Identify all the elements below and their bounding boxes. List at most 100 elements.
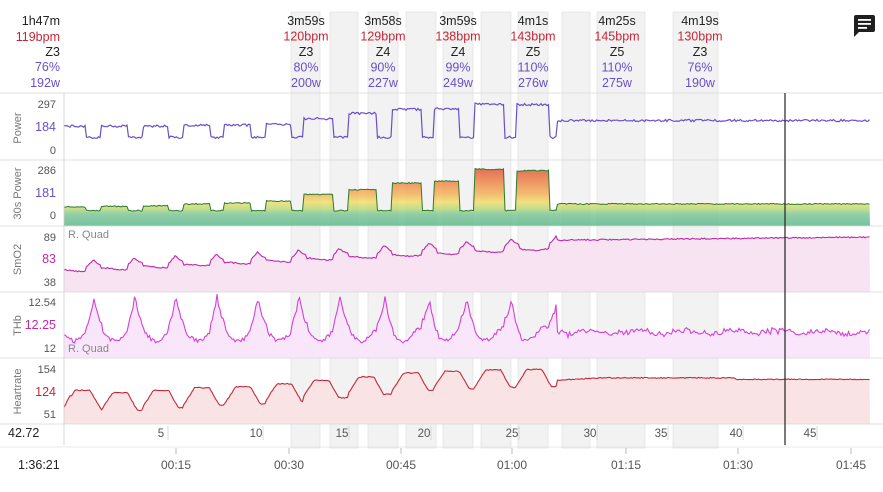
x-axis: 5 10 15 20 25 30 35 40 45 00:15 00:30 00:45 01:00 01:…	[0, 426, 883, 472]
y-tick-label: 181	[35, 186, 56, 200]
interval-bands	[290, 11, 719, 449]
time-tick-label: 01:45	[836, 458, 866, 472]
distance-tick-label: 35	[655, 428, 668, 440]
y-tick-label: 89	[44, 232, 56, 244]
y-axis-4: 154 124 51 Heartrate	[12, 364, 56, 421]
interval-band[interactable]	[596, 11, 646, 449]
y-tick-label: 286	[38, 165, 56, 177]
y-axis-label: Heartrate	[12, 369, 24, 415]
y-axis-1: 286 181 0 30s Power	[12, 165, 56, 222]
summary-block: 1h47m 119bpm Z3 76% 192w	[16, 14, 61, 90]
y-tick-label: 38	[44, 277, 56, 289]
y-tick-label: 297	[38, 99, 56, 111]
interval-pct: 99%	[445, 61, 470, 75]
interval-zone: Z3	[693, 45, 708, 59]
smo2-area	[64, 236, 870, 292]
distance-tick-label: 30	[584, 428, 597, 440]
distance-tick-label: 45	[804, 428, 817, 440]
y-axes: 297 184 0 Power 286 181 0 30s Power 89 83 38 SmO2 R.…	[12, 99, 109, 421]
distance-tick-label: 15	[336, 428, 349, 440]
distance-tick-label: 25	[506, 428, 519, 440]
interval-pct: 110%	[601, 61, 632, 75]
y-axis-label: SmO2	[12, 244, 24, 275]
y-axis-label: 30s Power	[12, 167, 24, 219]
interval-hr: 120bpm	[283, 30, 328, 44]
power30-line	[64, 168, 870, 212]
power30-area	[64, 168, 870, 226]
time-tick-label: 01:15	[611, 458, 641, 472]
time-tick-label: 00:15	[161, 458, 191, 472]
y-tick-label: 12.25	[25, 318, 56, 332]
elapsed-time: 1:36:21	[18, 458, 60, 472]
power-line	[63, 102, 870, 140]
distance-tick-label: 10	[250, 428, 263, 440]
y-tick-label: 0	[50, 145, 56, 157]
y-tick-label: 184	[35, 120, 56, 134]
summary-power: 192w	[30, 76, 61, 90]
time-tick-label: 00:45	[386, 458, 416, 472]
y-tick-label: 124	[35, 385, 56, 399]
y-axis-label: Power	[12, 112, 24, 144]
interval-power: 200w	[291, 76, 322, 90]
interval-hr: 138bpm	[435, 30, 480, 44]
interval-band[interactable]	[329, 11, 359, 449]
interval-duration: 3m59s	[287, 14, 325, 28]
interval-pct: 80%	[293, 61, 318, 75]
interval-power: 249w	[443, 76, 474, 90]
thb-line	[63, 294, 870, 344]
chat-icon[interactable]	[854, 15, 875, 37]
interval-hr: 143bpm	[510, 30, 555, 44]
interval-zone: Z4	[376, 45, 391, 59]
interval-band[interactable]	[672, 11, 719, 449]
distance-tick-label: 40	[730, 428, 743, 440]
interval-pct: 90%	[370, 61, 395, 75]
y-axis-3: 12.54 12.25 12 THb R. Quad	[12, 297, 109, 355]
chart-panels	[63, 102, 870, 424]
interval-power: 275w	[602, 76, 633, 90]
time-tick-label: 01:30	[723, 458, 753, 472]
y-tick-label: 12	[44, 343, 56, 355]
y-tick-label: 12.54	[28, 297, 56, 309]
y-tick-label: 83	[42, 252, 56, 266]
distance-value: 42.72	[8, 426, 39, 440]
interval-band[interactable]	[367, 11, 399, 449]
series-label: R. Quad	[68, 343, 109, 355]
y-axis-0: 297 184 0 Power	[12, 99, 56, 157]
interval-power: 276w	[518, 76, 549, 90]
summary-zone: Z3	[45, 45, 60, 59]
interval-duration: 3m58s	[364, 14, 402, 28]
interval-power: 227w	[368, 76, 399, 90]
interval-duration: 4m19s	[681, 14, 719, 28]
interval-pct: 110%	[517, 61, 548, 75]
y-tick-label: 51	[44, 409, 56, 421]
interval-duration: 4m25s	[598, 14, 636, 28]
panel-separators	[0, 92, 883, 445]
summary-hr: 119bpm	[16, 30, 60, 44]
interval-band[interactable]	[290, 11, 321, 449]
hr-area	[64, 369, 870, 424]
interval-labels: 3m59s120bpmZ380%200w3m58s129bpmZ490%227w…	[283, 14, 722, 90]
interval-band[interactable]	[561, 11, 591, 449]
interval-hr: 130bpm	[677, 30, 722, 44]
interval-hr: 129bpm	[360, 30, 405, 44]
interval-duration: 3m59s	[439, 14, 477, 28]
distance-tick-label: 5	[158, 428, 164, 440]
time-tick-label: 00:30	[274, 458, 304, 472]
hr-line	[63, 368, 870, 412]
distance-tick-label: 20	[418, 428, 431, 440]
interval-zone: Z5	[526, 45, 541, 59]
y-axis-label: THb	[12, 315, 24, 336]
interval-zone: Z4	[451, 45, 466, 59]
y-tick-label: 154	[38, 364, 56, 376]
interval-pct: 76%	[687, 61, 712, 75]
interval-zone: Z5	[610, 45, 625, 59]
interval-power: 190w	[685, 76, 716, 90]
thb-area	[64, 294, 870, 358]
